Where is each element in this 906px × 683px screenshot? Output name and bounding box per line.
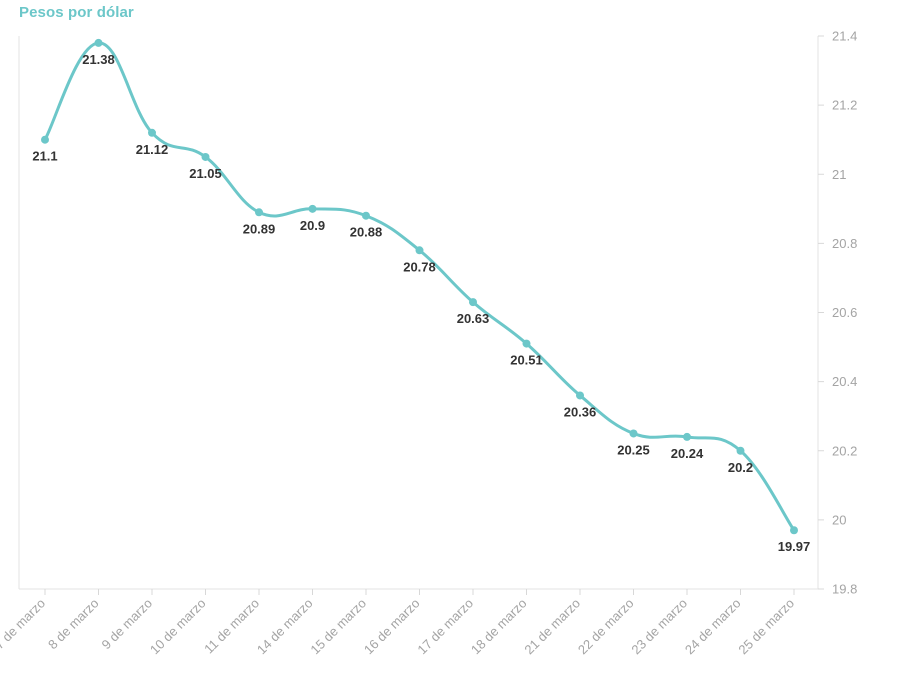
data-label: 20.25 [617, 442, 650, 457]
data-label: 20.2 [728, 460, 753, 475]
data-point [629, 429, 638, 438]
x-tick-label: 25 de marzo [735, 596, 797, 658]
data-label: 21.38 [82, 52, 115, 67]
data-label: 21.12 [136, 142, 169, 157]
chart-title: Pesos por dólar [19, 4, 134, 21]
x-tick-label: 18 de marzo [468, 596, 530, 658]
data-point [308, 204, 317, 213]
y-tick-label: 19.8 [832, 582, 857, 597]
x-tick-label: 24 de marzo [682, 596, 744, 658]
data-point [522, 339, 531, 348]
data-label: 20.63 [457, 311, 490, 326]
data-label: 21.1 [32, 149, 57, 164]
y-tick-label: 20.4 [832, 374, 857, 389]
data-point [41, 135, 49, 144]
data-point [415, 246, 424, 255]
x-tick-label: 7 de marzo [0, 596, 48, 653]
x-tick-label: 16 de marzo [361, 596, 423, 658]
y-tick-label: 21.2 [832, 98, 857, 113]
data-label: 20.51 [510, 353, 543, 368]
x-tick-label: 9 de marzo [99, 596, 156, 653]
data-label: 20.89 [243, 221, 276, 236]
x-tick-label: 10 de marzo [147, 596, 209, 658]
data-point [362, 211, 370, 220]
x-tick-label: 23 de marzo [628, 596, 690, 658]
data-label: 20.36 [564, 404, 597, 419]
x-tick-label: 22 de marzo [575, 596, 637, 658]
y-tick-label: 20.6 [832, 305, 857, 320]
data-label: 21.05 [189, 166, 222, 181]
data-label: 20.88 [350, 225, 383, 240]
data-label: 20.9 [300, 218, 325, 233]
x-tick-label: 21 de marzo [521, 596, 583, 658]
data-label: 20.24 [671, 446, 704, 461]
data-points [41, 38, 798, 535]
data-label: 19.97 [778, 539, 811, 554]
y-tick-label: 20.8 [832, 236, 857, 251]
data-point [201, 152, 210, 161]
data-point [255, 208, 263, 217]
series-line [43, 41, 796, 532]
y-tick-label: 21.4 [832, 29, 857, 44]
y-axis-ticks: 19.8 20 20.2 20.4 20.6 20.8 21 21.2 21.4 [818, 29, 857, 597]
y-tick-label: 21 [832, 167, 846, 182]
data-point [469, 298, 477, 307]
data-label: 20.78 [403, 259, 436, 274]
chart-axes [18, 36, 819, 590]
y-tick-label: 20.2 [832, 443, 857, 458]
data-point [790, 526, 798, 535]
x-tick-label: 11 de marzo [201, 596, 262, 657]
data-labels: 21.1 21.38 21.12 21.05 20.89 20.9 20.88 20.78 20… [32, 52, 810, 554]
y-tick-label: 20 [832, 512, 846, 527]
series-group [43, 41, 796, 532]
data-point [148, 128, 156, 137]
data-point [94, 38, 103, 47]
x-tick-label: 14 de marzo [254, 596, 316, 658]
x-tick-label: 17 de marzo [414, 596, 476, 658]
data-point [576, 391, 584, 400]
x-tick-label: 8 de marzo [45, 596, 102, 653]
data-point [736, 446, 745, 455]
data-point [683, 432, 691, 441]
x-tick-label: 15 de marzo [307, 596, 369, 658]
